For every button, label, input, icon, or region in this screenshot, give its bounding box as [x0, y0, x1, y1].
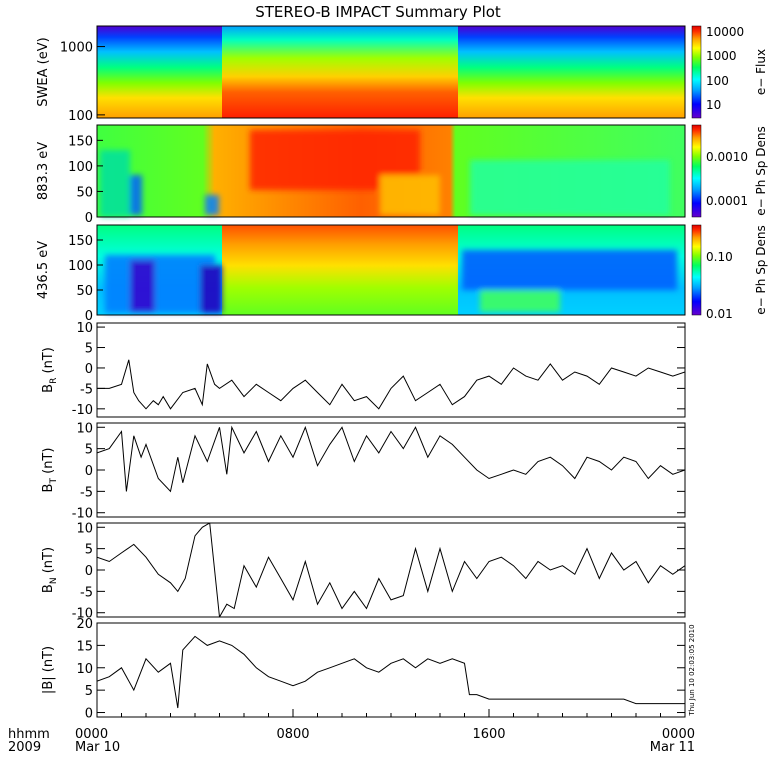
br-ytick-label-0: 10	[76, 321, 93, 336]
swea-colorbar	[691, 25, 702, 119]
swea-cbar-tick-0: 10000	[706, 25, 744, 39]
time-tick-sublabel-3: Mar 11	[650, 740, 695, 755]
bt-ytick-label-2: 0	[85, 464, 93, 479]
pad-883-y-axis: 150 100 50 0	[68, 134, 103, 226]
pad-883-colorbar	[691, 124, 702, 218]
plot-title: STEREO-B IMPACT Summary Plot	[255, 3, 501, 21]
bn-series-line	[97, 523, 685, 617]
swea-frame	[96, 25, 686, 119]
bt-ytick-label-0: 10	[76, 421, 93, 436]
bn-frame	[96, 522, 686, 618]
pad-436-y-label: 436.5 eV	[36, 241, 51, 299]
bn-ytick-label-0: 10	[76, 521, 93, 536]
swea-cbar-label: e− Flux	[754, 49, 768, 95]
br-ytick-label-3: -5	[80, 382, 93, 397]
br-ytick-label-2: 0	[85, 362, 93, 377]
swea-cbar-tick-3: 10	[706, 98, 721, 112]
pad-436-ytick-label-1: 100	[68, 259, 93, 274]
pad-436-cbar-tick-1: 0.01	[706, 307, 733, 321]
bt-ytick-label-4: -10	[72, 507, 93, 522]
swea-panel: 1000 100 SWEA (eV) 10000 1000 100 10 e− F…	[36, 25, 768, 124]
time-tick-label-0: 0000	[75, 727, 108, 742]
time-tick-label-1: 0800	[276, 727, 309, 742]
bmag-frame	[96, 622, 686, 718]
pad-883-frame	[96, 124, 686, 218]
pad-436-cbar-label: e− Ph Sp Dens	[754, 225, 768, 314]
bn-ytick-label-3: -5	[80, 585, 93, 600]
pad-436-y-axis: 150 100 50 0	[68, 234, 103, 324]
footer-timestamp: Thu Jun 10 02:03:05 2010	[688, 624, 696, 716]
time-tick-label-3: 0000	[662, 727, 695, 742]
swea-ytick-label-0: 1000	[60, 41, 93, 56]
br-ytick-label-1: 5	[85, 342, 93, 357]
bmag-panel: 20 15 10 5 0 |B| (nT)	[41, 617, 686, 722]
bt-ytick-label-3: -5	[80, 485, 93, 500]
bmag-ytick-label-2: 10	[76, 662, 93, 677]
pad-436-frame	[96, 224, 686, 316]
br-series-line	[97, 359, 685, 410]
bmag-series-line	[97, 635, 685, 709]
bmag-ytick-label-3: 5	[85, 684, 93, 699]
time-tick-label-2: 1600	[472, 727, 505, 742]
swea-cbar-tick-1: 1000	[706, 49, 737, 63]
br-panel: 10 5 0 -5 -10 BR (nT)	[41, 321, 686, 418]
pad-883-ytick-label-0: 150	[68, 134, 93, 149]
bmag-y-label: |B| (nT)	[41, 646, 56, 694]
pad-436-ytick-label-0: 150	[68, 234, 93, 249]
bt-series-line	[97, 425, 685, 493]
pad-436-cbar-tick-0: 0.10	[706, 250, 733, 264]
bt-y-label: BT (nT)	[41, 448, 59, 493]
swea-y-label: SWEA (eV)	[36, 37, 51, 106]
bt-panel: 10 5 0 -5 -10 BT (nT)	[41, 421, 686, 522]
swea-cbar-tick-2: 100	[706, 74, 729, 88]
bn-ytick-label-1: 5	[85, 543, 93, 558]
swea-y-axis: 1000 100	[60, 41, 105, 124]
pad-883-y-label: 883.3 eV	[36, 142, 51, 200]
br-frame	[96, 322, 686, 418]
pad-436-ytick-label-3: 0	[85, 309, 93, 324]
bt-frame	[96, 422, 686, 518]
pad-883-cbar-tick-1: 0.0001	[706, 194, 748, 208]
line-panels: 10 5 0 -5 -10 BR (nT) 10 5 0 -5 -10 BT (nT) 10 5 0 -5 -1…	[41, 321, 686, 722]
bmag-ytick-label-1: 15	[76, 639, 93, 654]
br-y-label: BR (nT)	[41, 347, 59, 393]
time-tick-sublabel-0: Mar 10	[75, 740, 120, 755]
pad-883-ytick-label-1: 100	[68, 160, 93, 175]
pad-883-panel: 150 100 50 0 883.3 eV 0.0010 0.0001 e− Ph S…	[36, 124, 768, 226]
bn-panel: 10 5 0 -5 -10 BN (nT)	[41, 521, 686, 622]
swea-ytick-label-1: 100	[68, 109, 93, 124]
bn-y-label: BN (nT)	[41, 547, 59, 593]
pad-883-cbar-label: e− Ph Sp Dens	[754, 126, 768, 215]
footer-year-label: 2009	[8, 740, 41, 755]
br-ytick-label-4: -10	[72, 403, 93, 418]
bmag-ytick-label-4: 0	[85, 707, 93, 722]
bt-ytick-label-1: 5	[85, 443, 93, 458]
bn-ytick-label-2: 0	[85, 564, 93, 579]
pad-883-ytick-label-2: 50	[76, 185, 93, 200]
pad-883-cbar-tick-0: 0.0010	[706, 150, 748, 164]
pad-436-enhanced-interval	[222, 225, 458, 315]
bmag-ytick-label-0: 20	[76, 617, 93, 632]
pad-436-panel: 150 100 50 0 436.5 eV 0.10 0.01 e− Ph Sp De…	[36, 224, 768, 324]
pad-436-ytick-label-2: 50	[76, 284, 93, 299]
pad-436-colorbar	[691, 224, 702, 316]
swea-enhanced-interval	[222, 26, 458, 118]
pad-883-ytick-label-3: 0	[85, 211, 93, 226]
bn-ytick-label-4: -10	[72, 607, 93, 622]
footer-hhmm-label: hhmm	[8, 727, 50, 742]
